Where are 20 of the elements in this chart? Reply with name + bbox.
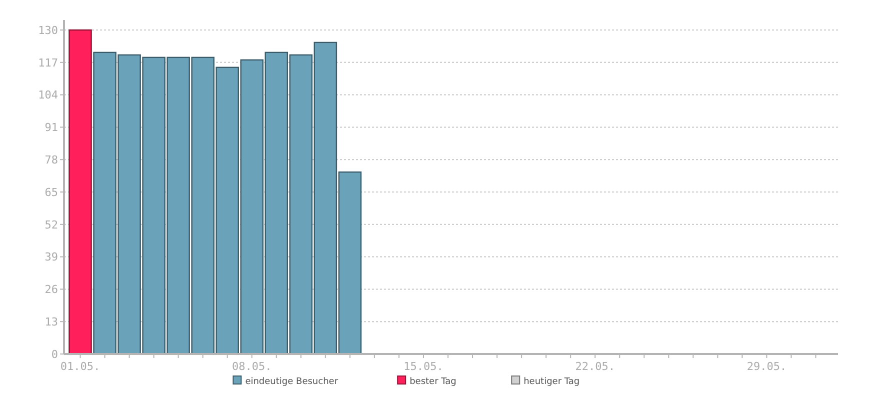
y-tick-label: 104 — [38, 88, 58, 102]
y-tick-label: 130 — [38, 24, 58, 37]
y-tick-label: 39 — [44, 250, 58, 264]
y-tick-label: 26 — [44, 283, 58, 296]
x-tick-label: 08.05. — [232, 360, 272, 373]
y-tick-label: 65 — [44, 186, 58, 199]
x-tick-label: 22.05. — [575, 360, 615, 373]
y-tick-label: 91 — [44, 121, 58, 134]
legend-label: bester Tag — [410, 377, 456, 387]
legend-label: eindeutige Besucher — [245, 377, 338, 387]
bar — [68, 29, 92, 355]
y-tick-label: 13 — [44, 315, 58, 328]
x-tick-label: 29.05. — [746, 360, 787, 373]
legend-label: heutiger Tag — [524, 377, 580, 387]
x-tick-label: 01.05. — [60, 360, 100, 373]
y-tick-label: 0 — [51, 348, 58, 361]
y-tick-label: 52 — [44, 218, 58, 232]
y-tick-label: 117 — [38, 56, 58, 70]
x-tick-label: 15.05. — [404, 360, 444, 373]
y-tick-label: 78 — [44, 153, 58, 166]
